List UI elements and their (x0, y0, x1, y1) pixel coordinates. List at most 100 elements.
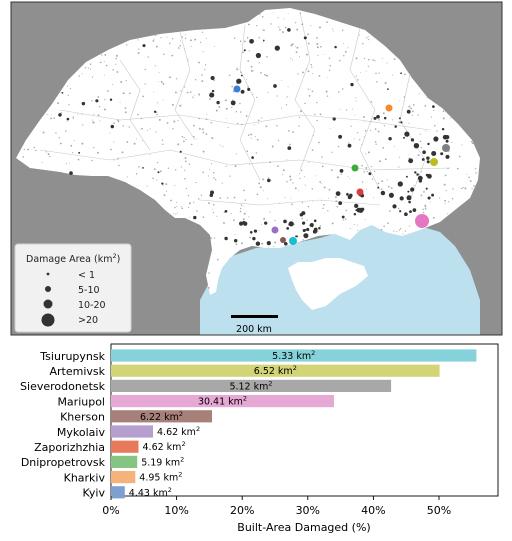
built-area-dot (66, 85, 69, 87)
damage-dot (264, 221, 268, 225)
damage-dot (267, 178, 271, 183)
damage-dot (210, 190, 214, 195)
built-area-dot (165, 183, 168, 186)
built-area-dot (370, 101, 373, 103)
built-area-dot (287, 13, 289, 15)
built-area-dot (274, 219, 276, 222)
built-area-dot (174, 91, 177, 94)
built-area-dot (162, 99, 164, 101)
built-area-dot (248, 23, 250, 26)
built-area-dot (306, 219, 308, 221)
built-area-dot (252, 93, 254, 95)
damage-dot (210, 75, 215, 81)
built-area-dot (355, 97, 357, 99)
built-area-dot (380, 228, 383, 231)
built-area-dot (309, 88, 311, 90)
damage-dot (274, 45, 280, 51)
built-area-dot (355, 75, 357, 77)
built-area-dot (170, 199, 172, 202)
built-area-dot (301, 217, 303, 220)
built-area-dot (243, 205, 245, 207)
built-area-dot (300, 169, 303, 172)
damage-dot (427, 196, 431, 200)
built-area-dot (58, 137, 60, 139)
damage-dot (394, 125, 397, 128)
built-area-dot (137, 39, 139, 41)
city-markers (233, 85, 450, 245)
built-area-dot (67, 94, 69, 97)
built-area-dot (447, 213, 448, 215)
damage-dot (339, 169, 344, 173)
built-area-dot (311, 188, 314, 190)
bar-tsiurupynsk (111, 349, 477, 362)
built-area-dot (310, 64, 313, 66)
built-area-dot (297, 73, 299, 75)
built-area-dot (122, 125, 124, 127)
built-area-dot (185, 34, 187, 36)
damage-area-legend: Damage Area (km2) < 1 5-10 10-20 >20 (14, 243, 132, 333)
damage-dot (287, 146, 292, 150)
built-area-dot (93, 146, 95, 149)
built-area-dot (235, 110, 238, 113)
built-area-dot (144, 68, 146, 71)
damage-dot (240, 89, 245, 94)
built-area-dot (393, 230, 395, 232)
built-area-dot (241, 242, 243, 245)
built-area-dot (104, 98, 106, 101)
built-area-dot (431, 116, 433, 118)
built-area-dot (381, 188, 383, 190)
built-area-dot (249, 236, 252, 239)
map-frame (10, 1, 503, 336)
built-area-dot (188, 163, 191, 165)
built-area-dot (273, 246, 275, 248)
built-area-dot (332, 28, 334, 30)
legend-label-xlarge: >20 (78, 315, 98, 326)
built-area-dot (271, 145, 274, 148)
scale-bar-label: 200 km (236, 324, 272, 335)
built-area-dot (376, 81, 378, 83)
built-area-dot (375, 143, 377, 145)
built-area-dot (198, 93, 201, 96)
built-area-dot (254, 136, 256, 137)
built-area-dot (362, 42, 364, 45)
built-area-dot (298, 56, 301, 58)
built-area-dot (140, 117, 143, 120)
built-area-dot (176, 205, 178, 208)
built-area-dot (195, 181, 197, 184)
built-area-dot (183, 48, 185, 50)
built-area-dot (327, 76, 329, 78)
built-area-dot (281, 31, 284, 34)
built-area-dot (267, 91, 269, 93)
legend-box (14, 243, 132, 333)
built-area-dot (219, 144, 221, 146)
damage-dot (209, 193, 214, 198)
built-area-dot (117, 120, 120, 123)
damage-dot (303, 36, 307, 40)
built-area-dot (342, 219, 344, 221)
x-tick-label: 30% (296, 504, 320, 517)
built-area-dot (173, 120, 176, 123)
built-area-dot (413, 185, 415, 187)
built-area-dot (274, 241, 277, 244)
built-area-dot (404, 230, 406, 232)
built-area-dot (92, 119, 94, 121)
damage-dot (273, 84, 277, 88)
built-area-dot (199, 41, 202, 44)
built-area-dot (419, 133, 421, 135)
category-label-tsiurupynsk: Tsiurupynsk (39, 350, 105, 363)
built-area-dot (342, 42, 344, 44)
built-area-dot (374, 128, 377, 130)
built-area-dot (340, 173, 343, 175)
category-label-mariupol: Mariupol (57, 395, 105, 408)
built-area-dot (196, 210, 198, 212)
damage-dot (334, 45, 337, 49)
built-area-dot (260, 223, 262, 225)
built-area-dot (235, 243, 238, 246)
built-area-dot (194, 94, 196, 96)
built-area-dot (213, 203, 215, 206)
built-area-dot (210, 121, 213, 124)
legend-label-large: 10-20 (78, 300, 106, 311)
built-area-dot (175, 169, 177, 171)
built-area-dot (262, 29, 265, 32)
built-area-dot (187, 194, 190, 197)
